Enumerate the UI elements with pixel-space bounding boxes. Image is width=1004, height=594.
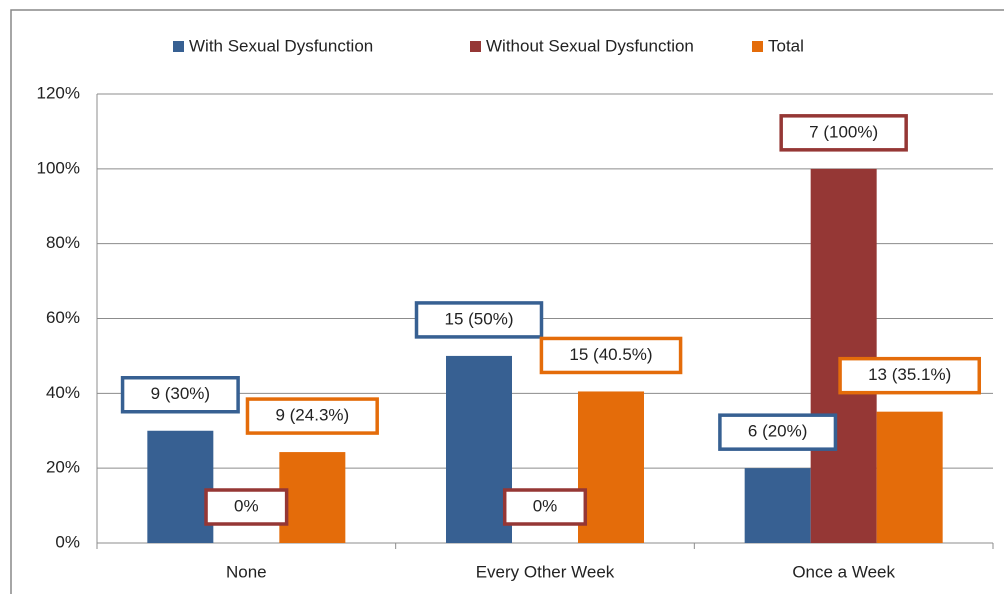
legend-label: With Sexual Dysfunction [189,36,373,55]
data-label-box [120,376,240,414]
x-tick-label: Once a Week [792,562,895,581]
legend-swatch [173,41,184,52]
bar [147,430,214,543]
data-label-box [838,356,982,395]
legend-label: Total [768,36,804,55]
data-label: 0% [533,496,558,515]
x-tick-label: Every Other Week [476,562,615,581]
y-tick-label: 20% [46,458,80,477]
data-label: 15 (40.5%) [569,345,652,364]
data-label: 15 (50%) [445,309,514,328]
data-label-box [718,413,838,451]
legend-label: Without Sexual Dysfunction [486,36,694,55]
bar [876,411,943,543]
data-label-box [414,301,544,339]
bar [446,355,512,543]
bar [810,168,877,544]
y-tick-label: 0% [55,532,80,551]
data-label-box [245,397,379,435]
legend-swatch [470,41,481,52]
y-tick-label: 60% [46,308,80,327]
bar [279,452,346,543]
data-label: 9 (30%) [151,384,211,403]
bar [578,391,644,543]
y-tick-label: 120% [37,83,80,102]
data-label-box [779,114,908,152]
data-label: 6 (20%) [748,422,808,441]
y-tick-label: 40% [46,383,80,402]
data-label: 0% [234,496,259,515]
y-tick-label: 80% [46,233,80,252]
data-label: 7 (100%) [809,122,878,141]
data-label: 13 (35.1%) [868,365,951,384]
data-label-box [502,488,588,526]
data-label-box [204,488,289,526]
legend-swatch [752,41,763,52]
data-label: 9 (24.3%) [275,406,349,425]
data-label-box [539,336,683,375]
y-tick-label: 100% [37,158,80,177]
bar [744,468,811,543]
x-tick-label: None [226,562,267,581]
